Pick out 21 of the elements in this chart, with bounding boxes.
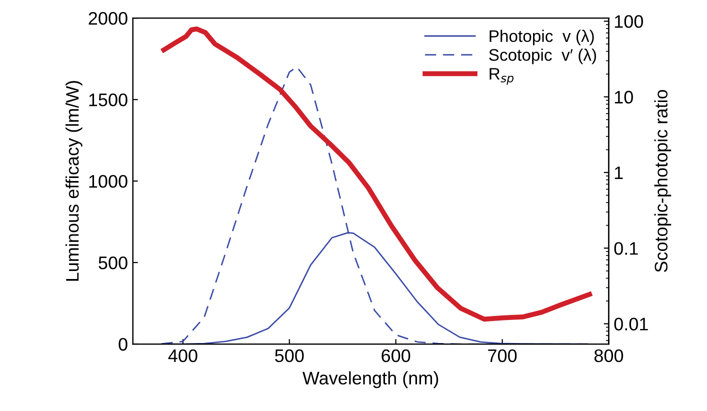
y-tick-label: 1000 — [89, 174, 128, 188]
x-axis-title: Wavelength (nm) — [302, 371, 438, 388]
x-tick-label: 800 — [594, 349, 624, 362]
x-tick-label: 500 — [275, 349, 304, 362]
x-tick-label: 600 — [382, 349, 410, 362]
y-tick-label: 2000 — [88, 12, 128, 25]
legend-label: R$_{sp}$ — [490, 68, 514, 85]
y2-tick-label: 1 — [614, 166, 623, 180]
y-axis-title: Luminous efficacy (lm/W) — [66, 80, 82, 281]
y-tick-label: 500 — [98, 256, 128, 270]
legend-label: Scotopic v′ (λ) — [489, 48, 596, 64]
x-tick-label: 700 — [488, 349, 517, 362]
legend-label: Photopic v (λ) — [490, 30, 594, 46]
y2-tick-label: 0.1 — [614, 242, 638, 255]
y-tick-label: 1500 — [89, 94, 128, 106]
x-tick-label: 400 — [168, 349, 198, 362]
y2-axis-title: Scotopic-photopic ratio — [654, 90, 672, 272]
y-tick-label: 0 — [118, 338, 128, 351]
y2-tick-label: 100 — [614, 15, 644, 28]
y2-tick-label: 0.01 — [614, 318, 648, 330]
y2-tick-label: 10 — [614, 90, 633, 104]
